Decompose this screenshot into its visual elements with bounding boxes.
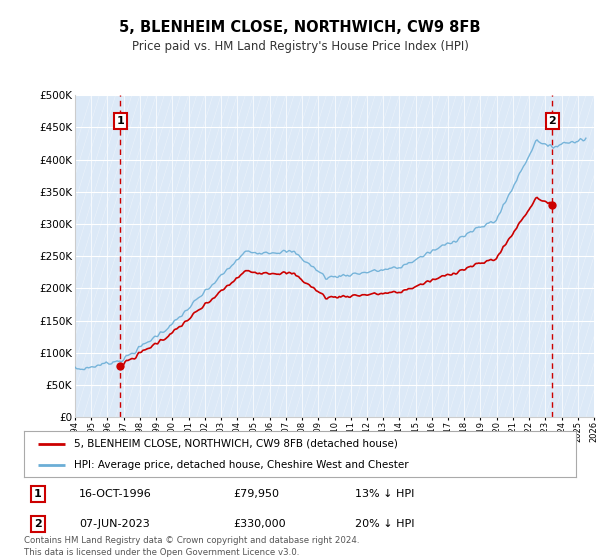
Text: £330,000: £330,000 xyxy=(234,519,286,529)
Text: 2: 2 xyxy=(34,519,41,529)
Text: 1: 1 xyxy=(116,116,124,126)
Text: HPI: Average price, detached house, Cheshire West and Chester: HPI: Average price, detached house, Ches… xyxy=(74,460,409,470)
Text: 16-OCT-1996: 16-OCT-1996 xyxy=(79,489,152,499)
Text: 5, BLENHEIM CLOSE, NORTHWICH, CW9 8FB: 5, BLENHEIM CLOSE, NORTHWICH, CW9 8FB xyxy=(119,20,481,35)
Text: 20% ↓ HPI: 20% ↓ HPI xyxy=(355,519,415,529)
Text: £79,950: £79,950 xyxy=(234,489,280,499)
Text: Price paid vs. HM Land Registry's House Price Index (HPI): Price paid vs. HM Land Registry's House … xyxy=(131,40,469,53)
Text: Contains HM Land Registry data © Crown copyright and database right 2024.
This d: Contains HM Land Registry data © Crown c… xyxy=(24,536,359,557)
Text: 1: 1 xyxy=(34,489,41,499)
Text: 5, BLENHEIM CLOSE, NORTHWICH, CW9 8FB (detached house): 5, BLENHEIM CLOSE, NORTHWICH, CW9 8FB (d… xyxy=(74,438,398,449)
Text: 2: 2 xyxy=(548,116,556,126)
Text: 07-JUN-2023: 07-JUN-2023 xyxy=(79,519,150,529)
Text: 13% ↓ HPI: 13% ↓ HPI xyxy=(355,489,415,499)
